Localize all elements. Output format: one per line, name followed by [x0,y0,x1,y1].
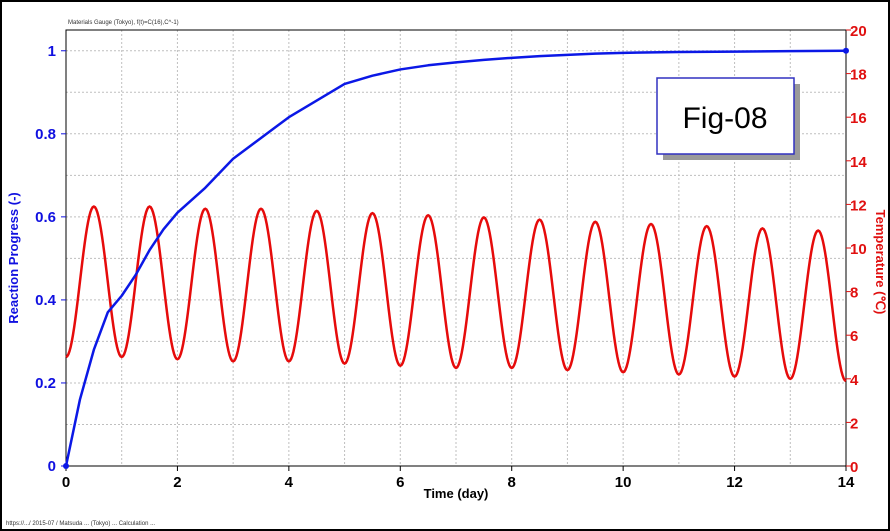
y-left-tick-label: 0.8 [35,126,56,143]
y-right-tick-label: 18 [850,67,867,84]
y-right-tick-label: 4 [850,372,859,389]
y-right-tick-label: 8 [850,285,858,302]
y-right-axis-title: Temperature (℃) [873,210,888,315]
temperature-series-line [65,205,847,383]
y-axis-right: 0 2 4 6 8 10 12 14 16 18 20 [846,23,867,476]
reaction-progress-end-point [843,47,849,54]
figure-label-box: Fig-08 [656,77,800,160]
y-right-tick-label: 20 [850,23,867,40]
y-right-tick-label: 16 [850,110,867,127]
x-tick-label: 8 [508,474,516,491]
y-right-tick-label: 10 [850,241,867,258]
y-right-tick-label: 0 [850,459,858,476]
x-tick-label: 10 [615,474,632,491]
x-tick-label: 12 [726,474,743,491]
series-group [63,47,849,469]
y-left-tick-label: 0 [48,458,56,475]
y-left-tick-label: 0.4 [35,292,57,309]
x-axis-title: Time (day) [424,486,489,501]
y-left-tick-label: 0.2 [35,375,56,392]
figure-label-frame [656,77,795,155]
x-tick-label: 0 [62,474,70,491]
x-tick-label: 4 [285,474,294,491]
x-tick-label: 14 [838,474,855,491]
y-right-tick-label: 6 [850,328,858,345]
top-caption: Materials Gauge (Tokyo), f(t)=C(16),C^-1… [68,20,179,26]
reaction-progress-series-line [64,49,847,467]
y-left-tick-label: 0.6 [35,209,56,226]
reaction-progress-start-point [63,463,69,469]
y-right-tick-label: 14 [850,154,867,171]
x-axis: 0 2 4 6 8 10 12 14 [62,466,855,491]
y-right-tick-label: 12 [850,197,867,214]
x-tick-label: 6 [396,474,404,491]
x-tick-label: 2 [173,474,181,491]
bottom-caption: https://.../ 2015-07 / Matsuda ... (Toky… [6,521,155,527]
y-left-tick-label: 1 [48,43,56,60]
y-left-axis-title: Reaction Progress (-) [6,192,21,323]
y-right-tick-label: 2 [850,415,858,432]
y-axis-left: 0 0.2 0.4 0.6 0.8 1 [35,43,66,475]
figure-label: Fig-08 [682,102,767,135]
